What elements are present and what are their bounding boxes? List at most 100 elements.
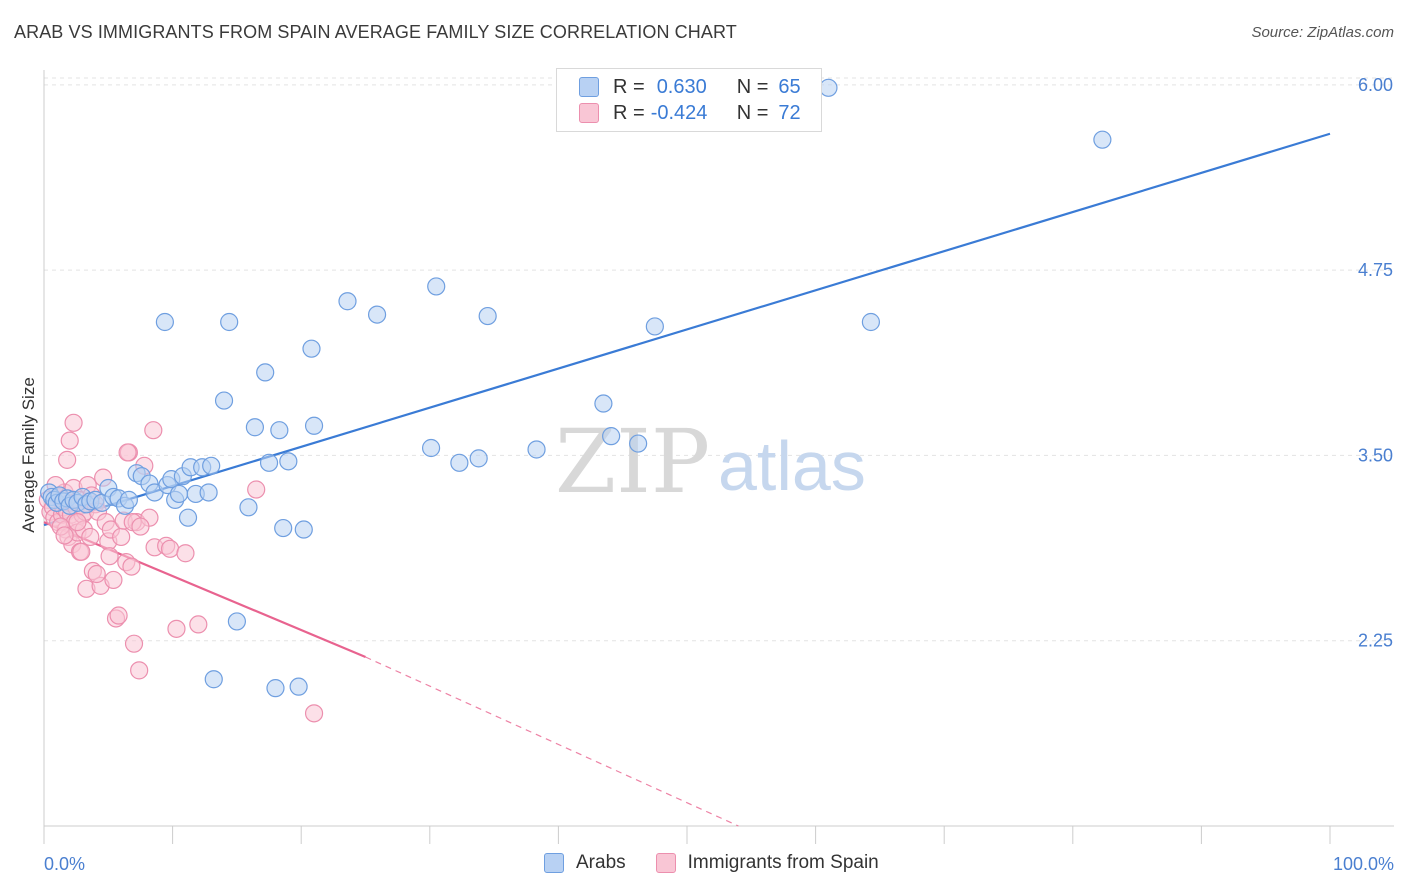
arabs-point <box>245 418 265 437</box>
arabs-point <box>304 416 324 435</box>
x-tick-label: 0.0% <box>44 854 85 874</box>
x-tick-label: 100.0% <box>1333 854 1394 874</box>
spain-point <box>58 450 77 469</box>
legend-row-arabs: R = 0.630 N = 65 <box>579 75 801 99</box>
spain-point <box>87 564 106 584</box>
gridlines <box>44 77 1394 642</box>
spain-point <box>104 570 123 590</box>
arabs-point <box>202 456 221 475</box>
watermark-zip: ZIP <box>555 410 710 513</box>
arabs-point <box>294 520 313 539</box>
legend-r-label: R = <box>613 75 645 98</box>
spain-point <box>68 513 87 532</box>
arabs-point <box>861 312 880 332</box>
spain-point <box>167 619 186 638</box>
tick-labels: 2.25 3.50 4.75 6.00 0.0% 100.0% <box>44 75 1394 874</box>
legend-swatch-spain <box>655 853 676 873</box>
arabs-point <box>478 306 497 326</box>
spain-point <box>118 443 137 462</box>
arabs-point <box>1093 130 1112 149</box>
legend-r-label: R = <box>613 101 645 124</box>
series-legend: Arabs Immigrants from Spain <box>544 852 879 874</box>
spain-point <box>189 615 208 634</box>
spain-point <box>247 480 266 499</box>
arabs-point <box>367 305 387 324</box>
spain-point <box>304 704 324 723</box>
arabs-point <box>220 312 239 332</box>
spain-point <box>109 606 128 625</box>
spain-point <box>131 517 150 536</box>
arabs-point <box>214 391 234 410</box>
trend-lines <box>43 132 1331 827</box>
arabs-point <box>527 440 546 459</box>
spain-point <box>100 547 119 566</box>
legend-label-spain: Immigrants from Spain <box>687 852 879 873</box>
legend-swatch-spain <box>579 103 599 123</box>
arabs-point <box>594 394 613 413</box>
legend-n-label: N = <box>736 101 769 124</box>
spain-trend-line <box>43 521 366 659</box>
spain-point <box>122 557 141 576</box>
spain-point <box>160 539 180 558</box>
arabs-point <box>178 508 198 527</box>
arabs-point <box>427 277 446 296</box>
y-axis-title: Average Family Size <box>19 377 38 533</box>
spain-point <box>72 542 91 561</box>
arabs-point <box>450 453 469 472</box>
y-tick-label: 3.50 <box>1358 445 1393 465</box>
arabs-point <box>602 427 621 446</box>
spain-point <box>81 527 100 547</box>
arabs-point <box>259 453 279 472</box>
arabs-point <box>155 312 174 332</box>
arabs-point <box>227 612 246 631</box>
arabs-trend-line <box>43 132 1331 527</box>
arabs-point <box>169 484 189 504</box>
arabs-point <box>256 363 275 382</box>
spain-point <box>144 421 163 440</box>
arabs-point <box>274 518 293 538</box>
arabs-point <box>302 339 321 358</box>
arabs-point <box>266 679 285 698</box>
legend-n-label: N = <box>736 75 769 98</box>
chart-title: ARAB VS IMMIGRANTS FROM SPAIN AVERAGE FA… <box>14 22 737 42</box>
y-tick-label: 6.00 <box>1358 75 1393 95</box>
arabs-point <box>819 78 838 97</box>
y-tick-label: 4.75 <box>1358 260 1393 280</box>
arabs-point <box>289 677 308 696</box>
y-tick-label: 2.25 <box>1358 631 1393 651</box>
spain-point <box>124 634 144 653</box>
arabs-point <box>645 317 664 336</box>
arabs-point <box>239 498 258 517</box>
arabs-point <box>199 483 218 502</box>
arabs-point <box>629 434 648 453</box>
source-label: Source: ZipAtlas.com <box>1251 24 1394 41</box>
spain-point <box>60 431 79 450</box>
arabs-point <box>421 438 441 458</box>
data-points <box>38 78 1112 723</box>
spain-point <box>176 544 195 563</box>
legend-r-value-arabs: 0.630 <box>656 75 707 98</box>
arabs-point <box>469 449 488 468</box>
axes <box>43 70 1394 844</box>
arabs-point <box>204 670 223 689</box>
legend-r-value-spain: -0.424 <box>650 101 708 124</box>
correlation-legend: R = 0.630 N = 65 R = -0.424 N = 72 <box>556 68 822 132</box>
watermark: ZIP atlas <box>555 410 866 513</box>
legend-label-arabs: Arabs <box>576 852 626 873</box>
spain-trend-line-extension <box>365 656 739 827</box>
watermark-atlas: atlas <box>718 427 866 505</box>
legend-swatch-arabs <box>544 853 564 873</box>
arabs-point <box>270 421 289 440</box>
spain-point <box>64 413 83 432</box>
arabs-point <box>279 452 298 471</box>
spain-point <box>112 527 131 547</box>
spain-point <box>55 526 74 545</box>
legend-n-value-arabs: 65 <box>778 75 801 98</box>
spain-point <box>130 661 149 680</box>
legend-n-value-spain: 72 <box>778 101 801 124</box>
legend-swatch-arabs <box>579 77 599 97</box>
arabs-point <box>119 490 138 509</box>
legend-row-spain: R = -0.424 N = 72 <box>579 101 801 125</box>
arabs-point <box>338 292 357 311</box>
